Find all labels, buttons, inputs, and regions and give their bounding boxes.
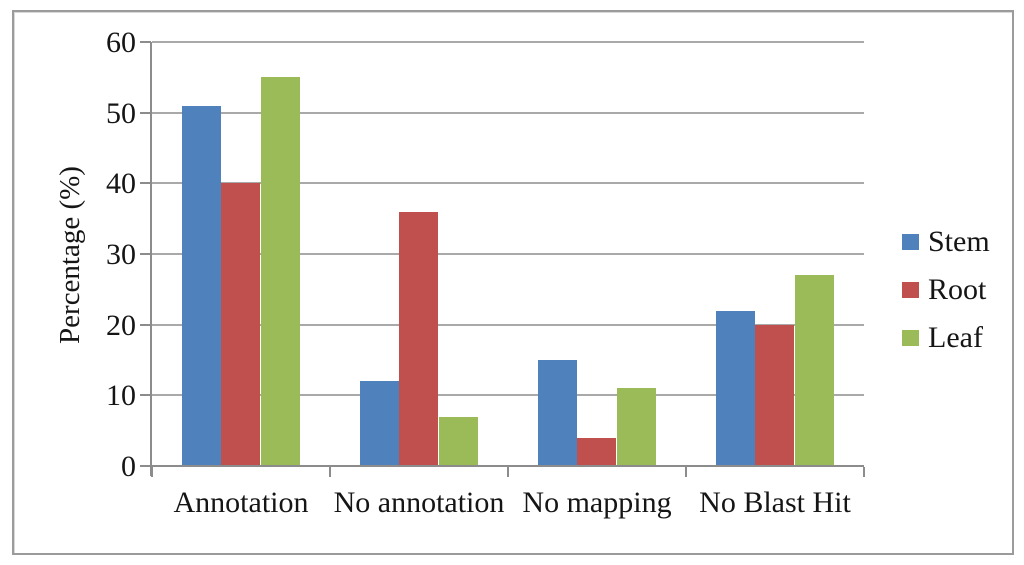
- bar-leaf-no-annotation: [438, 416, 478, 466]
- bar-stem-no-blast-hit: [715, 310, 755, 466]
- gridline-y-20: [152, 323, 864, 326]
- gridline-y-30: [152, 253, 864, 255]
- x-category-label-no-annotation: No annotation: [333, 486, 505, 519]
- x-category-label-annotation: Annotation: [173, 486, 309, 519]
- y-tick-0: [140, 465, 151, 467]
- x-category-label-no-blast-hit: No Blast Hit: [699, 486, 851, 519]
- legend-item-leaf: Leaf: [902, 314, 990, 362]
- gridline-y-10: [152, 394, 864, 397]
- legend-label: Leaf: [928, 321, 983, 354]
- y-tick-label-30: 30: [106, 238, 136, 271]
- y-axis-line: [150, 42, 152, 476]
- plot-area: [152, 41, 864, 466]
- y-tick-label-20: 20: [106, 308, 136, 342]
- bar-leaf-annotation: [260, 77, 300, 466]
- legend-item-stem: Stem: [902, 218, 990, 266]
- y-tick-40: [140, 182, 151, 185]
- y-tick-50: [140, 111, 151, 114]
- y-axis-title: Percentage (%): [54, 166, 86, 344]
- legend-item-root: Root: [902, 266, 990, 314]
- y-tick-label-0: 0: [121, 450, 136, 483]
- legend-label: Stem: [928, 225, 990, 258]
- y-tick-label-50: 50: [106, 96, 136, 130]
- x-category-label-no-mapping: No mapping: [522, 486, 672, 519]
- bar-stem-no-annotation: [359, 381, 399, 466]
- bar-root-annotation: [221, 183, 261, 466]
- y-tick-60: [140, 41, 151, 43]
- x-tick-4: [863, 467, 865, 477]
- bar-stem-no-mapping: [537, 360, 577, 466]
- legend-swatch-icon: [902, 234, 919, 250]
- gridline-y-60: [152, 41, 864, 43]
- y-tick-20: [140, 323, 151, 326]
- bar-leaf-no-blast-hit: [794, 275, 834, 466]
- x-tick-2: [507, 467, 509, 477]
- gridline-y-50: [152, 111, 864, 114]
- y-tick-10: [140, 394, 151, 397]
- bar-stem-annotation: [181, 105, 221, 466]
- legend: Stem Root Leaf: [902, 218, 990, 362]
- chart-figure: 0 10 20 30 40 50 60 Annotation No annotation No …: [12, 10, 1014, 555]
- x-tick-0: [151, 467, 153, 477]
- gridline-y-40: [152, 182, 864, 185]
- bar-root-no-mapping: [577, 437, 617, 466]
- y-tick-30: [140, 253, 151, 255]
- legend-swatch-icon: [902, 282, 919, 298]
- x-tick-3: [685, 467, 687, 477]
- y-tick-label-40: 40: [106, 167, 136, 201]
- y-tick-label-10: 10: [106, 379, 136, 413]
- bar-root-no-annotation: [399, 211, 439, 466]
- x-tick-1: [329, 467, 331, 477]
- legend-swatch-icon: [902, 330, 919, 346]
- x-axis-line: [140, 465, 864, 467]
- bar-root-no-blast-hit: [755, 324, 795, 466]
- y-tick-label-60: 60: [106, 26, 136, 59]
- bar-leaf-no-mapping: [616, 388, 656, 466]
- legend-label: Root: [928, 273, 987, 306]
